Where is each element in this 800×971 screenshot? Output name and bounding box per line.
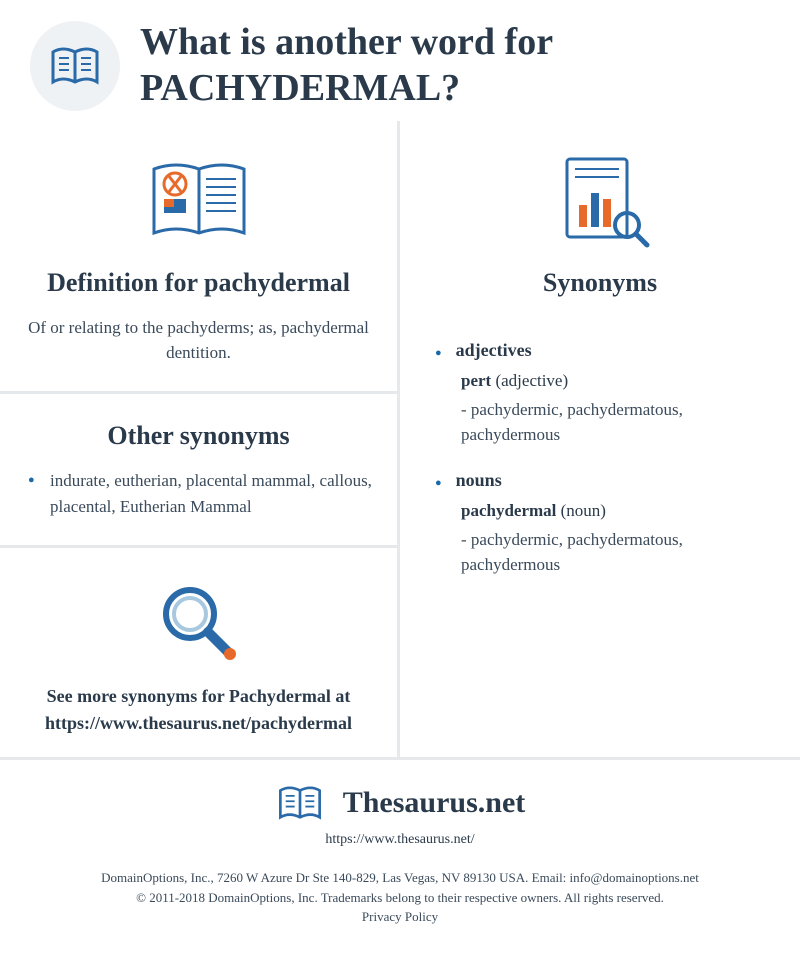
definition-text: Of or relating to the pachyderms; as, pa…: [0, 315, 397, 391]
main-columns: Definition for pachydermal Of or relatin…: [0, 121, 800, 757]
synonym-group: adjectives pert (adjective) pachydermic,…: [435, 340, 765, 448]
title-prefix: What is another word for: [140, 21, 552, 63]
synonym-category: nouns: [435, 470, 765, 491]
footer-brand-row: Thesaurus.net: [0, 757, 800, 832]
left-column: Definition for pachydermal Of or relatin…: [0, 121, 400, 757]
synonym-words: pachydermic, pachydermatous, pachydermou…: [461, 397, 765, 448]
other-synonyms-title: Other synonyms: [0, 394, 397, 468]
see-more-link[interactable]: See more synonyms for Pachydermal at htt…: [0, 683, 397, 757]
title-word: PACHYDERMAL: [140, 67, 441, 109]
right-column: Synonyms adjectives pert (adjective) pac…: [400, 121, 800, 757]
book-logo-icon: [47, 38, 103, 94]
more-prefix: See more synonyms for Pachydermal at: [47, 686, 351, 706]
synonyms-icon-wrap: [400, 121, 800, 266]
document-chart-icon: [545, 151, 655, 251]
dictionary-icon: [144, 151, 254, 251]
book-logo-icon: [275, 778, 325, 828]
logo-badge: [30, 21, 120, 111]
page-title: What is another word for PACHYDERMAL?: [140, 20, 770, 111]
synonym-group: nouns pachydermal (noun) pachydermic, pa…: [435, 470, 765, 578]
footer-legal: DomainOptions, Inc., 7260 W Azure Dr Ste…: [0, 860, 800, 945]
synonym-words: pachydermic, pachydermatous, pachydermou…: [461, 527, 765, 578]
footer-legal-line1: DomainOptions, Inc., 7260 W Azure Dr Ste…: [40, 868, 760, 888]
other-synonyms-text: indurate, eutherian, placental mammal, c…: [0, 468, 397, 546]
page-header: What is another word for PACHYDERMAL?: [0, 0, 800, 121]
definition-title: Definition for pachydermal: [0, 266, 397, 315]
more-icon-wrap: [0, 548, 397, 683]
definition-icon-wrap: [0, 121, 397, 266]
synonym-head-pos: (noun): [561, 501, 606, 520]
magnifier-icon: [154, 578, 244, 668]
synonym-category: adjectives: [435, 340, 765, 361]
synonym-subhead: pert (adjective): [461, 371, 765, 391]
synonym-head-word: pert: [461, 371, 491, 390]
synonyms-title: Synonyms: [400, 266, 800, 315]
title-suffix: ?: [441, 67, 460, 109]
synonyms-list: adjectives pert (adjective) pachydermic,…: [400, 315, 800, 625]
footer-privacy-link[interactable]: Privacy Policy: [40, 907, 760, 927]
synonym-head-word: pachydermal: [461, 501, 556, 520]
more-url: https://www.thesaurus.net/pachydermal: [45, 713, 352, 733]
footer-url[interactable]: https://www.thesaurus.net/: [0, 832, 800, 860]
footer-legal-line2: © 2011-2018 DomainOptions, Inc. Trademar…: [40, 888, 760, 908]
footer-brand-name: Thesaurus.net: [343, 786, 526, 820]
synonym-head-pos: (adjective): [495, 371, 568, 390]
synonym-subhead: pachydermal (noun): [461, 501, 765, 521]
